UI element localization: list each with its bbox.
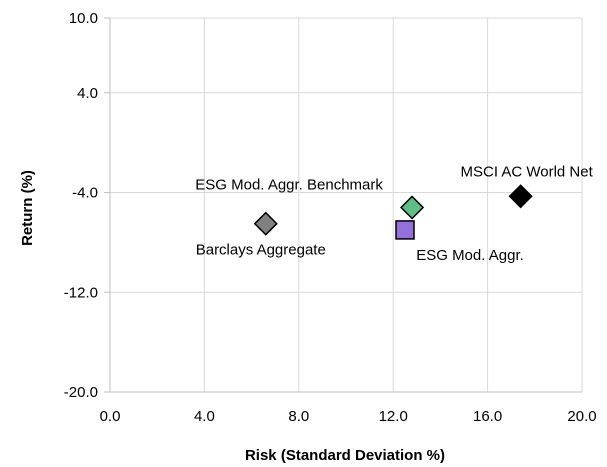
y-tick-label: -12.0 <box>64 284 98 301</box>
point-esg-mod-aggr <box>395 220 415 240</box>
x-tick-label: 8.0 <box>288 408 309 425</box>
x-tick-label: 20.0 <box>567 408 596 425</box>
point-label-esg-mod-aggr: ESG Mod. Aggr. <box>416 247 524 264</box>
y-tick-label: -20.0 <box>64 384 98 401</box>
x-tick-label: 4.0 <box>194 408 215 425</box>
point-label-msci-ac-world-net: MSCI AC World Net <box>461 163 594 180</box>
x-tick-label: 16.0 <box>473 408 502 425</box>
point-msci-ac-world-net <box>508 184 533 209</box>
point-barclays-aggregate <box>253 211 278 236</box>
x-axis-title: Risk (Standard Deviation %) <box>245 447 445 464</box>
data-points <box>253 184 533 240</box>
x-tick-label: 0.0 <box>100 408 121 425</box>
grid <box>109 17 583 393</box>
y-tick-label: -4.0 <box>72 185 98 202</box>
y-axis-title: Return (%) <box>19 170 36 246</box>
x-tick-label: 12.0 <box>379 408 408 425</box>
point-label-barclays-aggregate: Barclays Aggregate <box>196 242 326 259</box>
y-tick-label: 4.0 <box>77 85 98 102</box>
data-labels: Barclays Aggregate ESG Mod. Aggr. Benchma… <box>195 163 593 264</box>
point-esg-mod-aggr-benchmark <box>400 195 425 220</box>
y-tick-label: 10.0 <box>69 10 98 27</box>
axes: 0.0 4.0 8.0 12.0 16.0 20.0 10.0 4.0 -4.0 -12.0 -20… <box>64 10 597 425</box>
point-label-esg-mod-aggr-benchmark: ESG Mod. Aggr. Benchmark <box>195 176 383 193</box>
